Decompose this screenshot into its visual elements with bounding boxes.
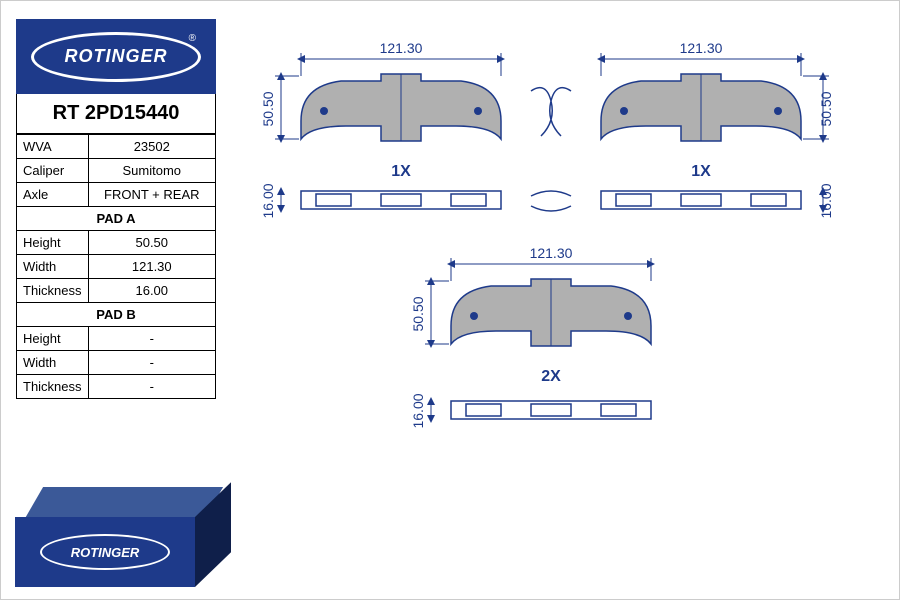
table-row: Thickness 16.00	[17, 279, 216, 303]
pad-a-height-label: Height	[17, 231, 89, 255]
left-panel: ROTINGER ® RT 2PD15440 WVA 23502 Caliper…	[16, 19, 216, 399]
table-row: Axle FRONT + REAR	[17, 183, 216, 207]
quantity-label: 2X	[541, 368, 561, 385]
registered-icon: ®	[189, 33, 196, 44]
thickness-dimension: 16.00	[410, 393, 426, 428]
table-row: Width -	[17, 351, 216, 375]
wva-label: WVA	[17, 135, 89, 159]
table-row: Caliper Sumitomo	[17, 159, 216, 183]
quantity-label: 1X	[391, 163, 411, 180]
pad-b-height-label: Height	[17, 327, 89, 351]
thickness-dimension: 16.00	[260, 183, 276, 218]
quantity-label: 1X	[691, 163, 711, 180]
pad-a-thickness-value: 16.00	[88, 279, 215, 303]
spec-table: WVA 23502 Caliper Sumitomo Axle FRONT + …	[16, 134, 216, 399]
pad-a-header: PAD A	[17, 207, 216, 231]
part-number: RT 2PD15440	[16, 94, 216, 134]
table-row: Width 121.30	[17, 255, 216, 279]
pad-b-thickness-label: Thickness	[17, 375, 89, 399]
box-front-face: ROTINGER	[15, 517, 195, 587]
table-row: Height 50.50	[17, 231, 216, 255]
table-row: Thickness -	[17, 375, 216, 399]
logo-text: ROTINGER	[31, 32, 201, 82]
diagram-svg: 121.30 50.50 121.30 50.50 1X 1X	[241, 41, 881, 491]
height-dimension: 50.50	[410, 296, 426, 331]
width-dimension: 121.30	[530, 245, 573, 261]
pad-b-thickness-value: -	[88, 375, 215, 399]
pad-a-width-value: 121.30	[88, 255, 215, 279]
table-row: WVA 23502	[17, 135, 216, 159]
pad-a-title: PAD A	[17, 207, 216, 231]
axle-label: Axle	[17, 183, 89, 207]
thickness-dimension: 16.00	[818, 183, 834, 218]
table-row: Height -	[17, 327, 216, 351]
height-dimension: 50.50	[260, 91, 276, 126]
pad-b-width-value: -	[88, 351, 215, 375]
technical-diagram: 121.30 50.50 121.30 50.50 1X 1X	[241, 41, 881, 491]
caliper-value: Sumitomo	[88, 159, 215, 183]
wva-value: 23502	[88, 135, 215, 159]
axle-value: FRONT + REAR	[88, 183, 215, 207]
caliper-label: Caliper	[17, 159, 89, 183]
width-dimension: 121.30	[680, 40, 723, 56]
width-dimension: 121.30	[380, 40, 423, 56]
pad-b-header: PAD B	[17, 303, 216, 327]
pad-a-width-label: Width	[17, 255, 89, 279]
box-logo-text: ROTINGER	[40, 534, 170, 570]
pad-a-height-value: 50.50	[88, 231, 215, 255]
pad-b-title: PAD B	[17, 303, 216, 327]
brand-logo: ROTINGER ®	[16, 19, 216, 94]
pad-b-height-value: -	[88, 327, 215, 351]
pad-b-width-label: Width	[17, 351, 89, 375]
height-dimension: 50.50	[818, 91, 834, 126]
product-box-illustration: ROTINGER	[13, 487, 213, 587]
pad-a-thickness-label: Thickness	[17, 279, 89, 303]
